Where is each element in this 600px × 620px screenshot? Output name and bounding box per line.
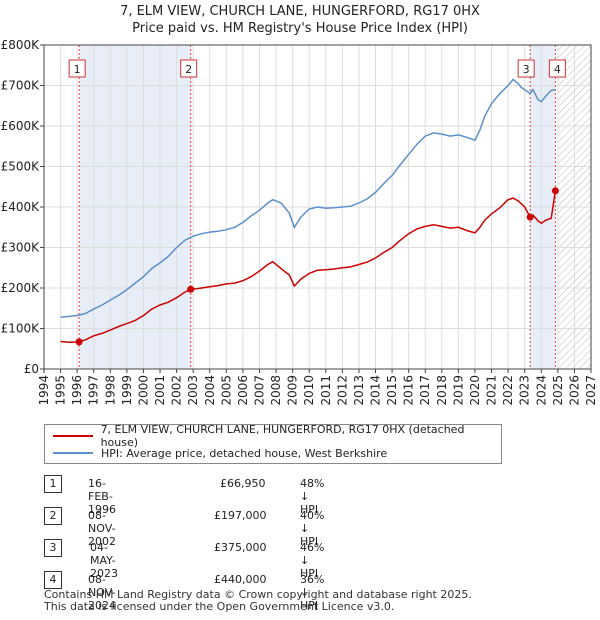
x-tick-label: 2000 [136, 375, 150, 406]
x-tick-label: 2012 [335, 375, 349, 406]
sale-number-badge: 2 [44, 507, 62, 525]
x-tick-label: 2015 [385, 375, 399, 406]
x-tick-label: 2019 [451, 375, 465, 406]
x-tick-label: 2024 [534, 375, 548, 406]
x-tick-label: 1995 [54, 375, 68, 406]
x-tick-label: 2020 [468, 375, 482, 406]
y-tick-label: £700K [1, 79, 41, 93]
sale-hpi-diff: 46% ↓ HPI [300, 541, 325, 580]
x-tick-label: 2011 [319, 375, 333, 406]
x-tick-label: 2007 [252, 375, 266, 406]
x-tick-label: 1999 [120, 375, 134, 406]
sale-label-box [180, 59, 198, 78]
x-tick-label: 2004 [203, 375, 217, 406]
x-tick-label: 2005 [219, 375, 233, 406]
legend-swatch-blue [53, 452, 93, 454]
hpi-line [60, 78, 556, 318]
x-tick-label: 2013 [352, 375, 366, 406]
sale-label-box [548, 59, 566, 78]
sale-point [551, 187, 559, 195]
sale-hpi-diff: 36% ↓ HPI [300, 573, 325, 612]
x-tick-label: 2027 [584, 375, 598, 406]
sale-date: 08-NOV-2024 [88, 573, 116, 612]
y-tick-label: £0 [24, 362, 39, 376]
x-tick-label: 2009 [286, 375, 300, 406]
chart-title-line2: Price paid vs. HM Registry's House Price… [132, 21, 468, 36]
sale-date: 16-FEB-1996 [88, 477, 116, 516]
x-tick-label: 2016 [402, 375, 416, 406]
property-price-line [60, 190, 557, 344]
x-tick-label: 2010 [302, 375, 316, 406]
sale-point [526, 213, 534, 221]
footer-licence: This data is licensed under the Open Gov… [44, 600, 395, 613]
x-tick-label: 1996 [70, 375, 84, 406]
chart-title-line1: 7, ELM VIEW, CHURCH LANE, HUNGERFORD, RG… [120, 4, 480, 19]
x-tick-label: 2008 [269, 375, 283, 406]
y-tick-label: £800K [1, 38, 41, 52]
x-tick-label: 2021 [485, 375, 499, 406]
sale-label-box [68, 59, 86, 78]
x-tick-label: 2006 [236, 375, 250, 406]
sale-label-number: 3 [523, 63, 530, 76]
sale-price: £440,000 [214, 573, 267, 586]
legend: 7, ELM VIEW, CHURCH LANE, HUNGERFORD, RG… [44, 423, 502, 464]
x-tick-label: 2026 [567, 375, 581, 406]
y-tick-label: £600K [1, 119, 41, 133]
price-chart: 1 2 3 4 £0 £100K £200K £300K £400K £500K £600K £700… [1, 38, 598, 406]
x-tick-label: 2003 [186, 375, 200, 406]
x-tick-label: 1994 [37, 375, 51, 406]
sale-price: £197,000 [214, 509, 267, 522]
sale-hpi-diff: 48% ↓ HPI [300, 477, 325, 516]
x-tick-label: 2022 [501, 375, 515, 406]
legend-label-property: 7, ELM VIEW, CHURCH LANE, HUNGERFORD, RG… [100, 423, 465, 449]
y-tick-label: £100K [1, 322, 41, 336]
sale-label-number: 2 [185, 63, 192, 76]
x-tick-label: 2018 [435, 375, 449, 406]
sale-label-box [517, 59, 535, 78]
x-tick-label: 2017 [418, 375, 432, 406]
legend-item-property: 7, ELM VIEW, CHURCH LANE, HUNGERFORD, RG… [53, 423, 501, 449]
sale-point [75, 338, 83, 346]
sale-number-badge: 3 [44, 539, 62, 557]
sale-label-number: 1 [74, 63, 81, 76]
sale-number-badge: 1 [44, 475, 62, 493]
footer: Contains HM Land Registry data © Crown c… [44, 589, 472, 613]
y-tick-label: £400K [1, 200, 41, 214]
sale-price: £66,950 [220, 477, 266, 490]
x-tick-label: 2001 [153, 375, 167, 406]
sale-price: £375,000 [214, 541, 267, 554]
sale-label-number: 4 [554, 63, 561, 76]
footer-copyright: Contains HM Land Registry data © Crown c… [44, 588, 472, 601]
legend-swatch-red [53, 435, 93, 437]
y-tick-label: £500K [1, 160, 41, 174]
x-tick-label: 2002 [170, 375, 184, 406]
sale-date: 08-NOV-2002 [88, 509, 116, 548]
sale-hpi-diff: 40% ↓ HPI [300, 509, 325, 548]
x-tick-label: 2014 [369, 375, 383, 406]
sale-number-badge: 4 [44, 571, 62, 589]
y-tick-label: £200K [1, 281, 41, 295]
x-tick-label: 1998 [103, 375, 117, 406]
x-tick-label: 1997 [87, 375, 101, 406]
x-tick-label: 2023 [518, 375, 532, 406]
sale-date: 04-MAY-2023 [90, 541, 118, 580]
y-tick-label: £300K [1, 241, 41, 255]
legend-item-hpi: HPI: Average price, detached house, West… [53, 445, 387, 461]
legend-label-hpi: HPI: Average price, detached house, West… [101, 446, 388, 460]
sale-point [187, 285, 195, 293]
x-tick-label: 2025 [551, 375, 565, 406]
